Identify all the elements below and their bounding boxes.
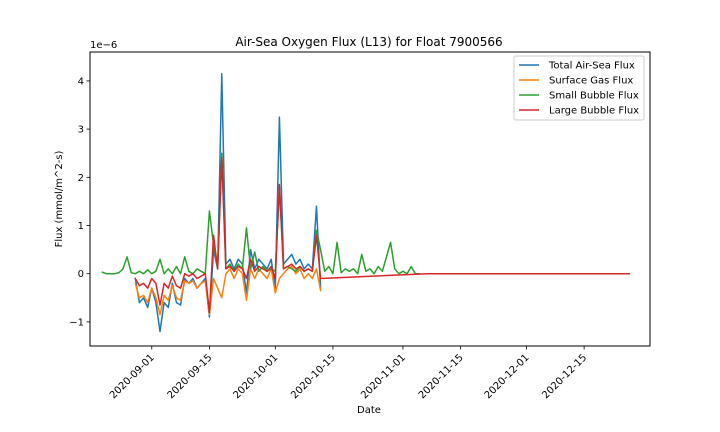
plot-frame bbox=[89, 51, 651, 347]
y-tick-label: 1 bbox=[78, 221, 84, 232]
legend-items: Total Air-Sea Flux Surface Gas Flux Small … bbox=[519, 61, 639, 117]
legend-box bbox=[513, 55, 645, 121]
x-axis-title: Date bbox=[357, 405, 381, 416]
y-tick-label: 4 bbox=[78, 76, 84, 87]
series-line-3 bbox=[134, 157, 631, 314]
y-tick-label: 3 bbox=[78, 125, 84, 136]
series-layer bbox=[101, 72, 631, 333]
series-line-0 bbox=[134, 72, 322, 333]
y-tick-label: 0 bbox=[78, 269, 84, 280]
y-axis-ticks: −1 0 1 2 3 4 bbox=[69, 76, 90, 328]
legend-label: Small Bubble Flux bbox=[549, 91, 639, 102]
legend-label: Large Bubble Flux bbox=[549, 106, 639, 117]
y-tick-label: −1 bbox=[69, 317, 84, 328]
legend-label: Surface Gas Flux bbox=[549, 76, 633, 87]
series-line-2 bbox=[101, 152, 421, 275]
legend: Total Air-Sea Flux Surface Gas Flux Small … bbox=[513, 55, 645, 121]
y-axis-multiplier: 1e−6 bbox=[90, 40, 117, 51]
y-axis-title: Flux (mmol/m^2-s) bbox=[54, 150, 65, 247]
y-tick-label: 2 bbox=[78, 173, 84, 184]
chart-title: Air-Sea Oxygen Flux (L13) for Float 7900… bbox=[235, 35, 502, 49]
legend-label: Total Air-Sea Flux bbox=[548, 61, 635, 72]
